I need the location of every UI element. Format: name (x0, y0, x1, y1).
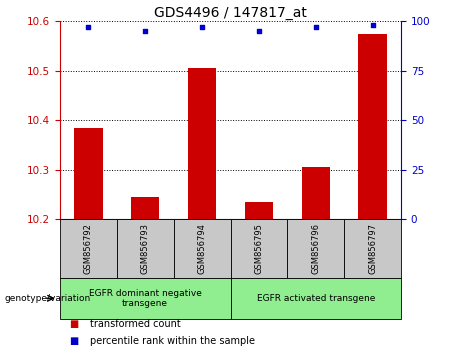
Text: EGFR dominant negative
transgene: EGFR dominant negative transgene (89, 289, 201, 308)
Bar (344, 219, 401, 278)
Bar (188, 68, 216, 219)
Bar (301, 167, 330, 219)
Bar (287, 219, 344, 278)
Text: genotype/variation: genotype/variation (5, 294, 91, 303)
Text: GSM856794: GSM856794 (198, 223, 207, 274)
Point (198, 24, 206, 30)
Bar (131, 197, 160, 219)
Bar (230, 219, 287, 278)
Point (142, 28, 149, 34)
Title: GDS4496 / 147817_at: GDS4496 / 147817_at (154, 6, 307, 20)
Point (255, 28, 263, 34)
Bar (60, 219, 117, 278)
Text: transformed count: transformed count (90, 319, 181, 329)
Text: percentile rank within the sample: percentile rank within the sample (90, 336, 255, 346)
Bar (245, 202, 273, 219)
Text: GSM856797: GSM856797 (368, 223, 377, 274)
Text: ■: ■ (69, 336, 78, 346)
Text: GSM856796: GSM856796 (311, 223, 320, 274)
Text: GSM856795: GSM856795 (254, 223, 263, 274)
Text: EGFR activated transgene: EGFR activated transgene (257, 294, 375, 303)
Point (312, 24, 319, 30)
Bar (74, 128, 102, 219)
Point (85, 24, 92, 30)
Bar (60, 278, 230, 319)
Text: GSM856792: GSM856792 (84, 223, 93, 274)
Bar (174, 219, 230, 278)
Bar (117, 219, 174, 278)
Point (369, 22, 376, 28)
Text: ■: ■ (69, 319, 78, 329)
Text: GSM856793: GSM856793 (141, 223, 150, 274)
Bar (358, 34, 387, 219)
Bar (230, 278, 401, 319)
